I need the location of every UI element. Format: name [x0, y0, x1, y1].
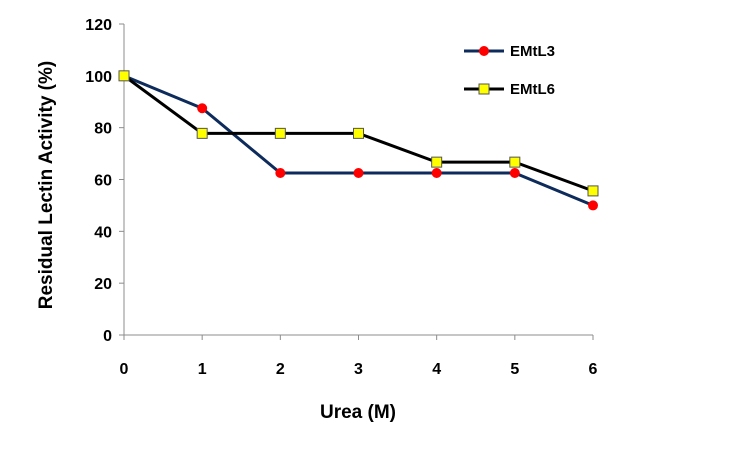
x-ticks: 0 1 2 3 4 5 6 [120, 335, 598, 378]
legend-marker-emtl6 [478, 83, 490, 95]
data-point-emtl6 [431, 156, 443, 168]
legend-label-emtl6: EMtL6 [510, 81, 555, 98]
legend-item-emtl3: EMtL3 [464, 43, 555, 60]
x-tick-label: 2 [276, 361, 285, 378]
data-point-emtl6 [353, 127, 364, 139]
data-point-emtl3 [588, 200, 598, 211]
y-ticks: 0 20 40 60 80 100 120 [85, 17, 124, 345]
axes [123, 24, 593, 336]
data-point-emtl3 [197, 103, 208, 114]
y-tick-label: 120 [85, 17, 112, 34]
x-tick-label: 3 [354, 361, 363, 378]
x-tick-label: 4 [432, 361, 441, 378]
y-tick-label: 100 [85, 69, 112, 86]
data-point-emtl6 [509, 156, 521, 168]
data-point-emtl3 [275, 168, 286, 179]
x-tick-label: 1 [198, 361, 207, 378]
data-point-emtl6 [118, 70, 130, 82]
series-layer [118, 70, 599, 211]
data-point-emtl6 [587, 185, 599, 197]
y-tick-label: 40 [94, 224, 112, 241]
data-point-emtl6 [196, 127, 208, 139]
legend-item-emtl6: EMtL6 [464, 81, 555, 98]
x-tick-label: 5 [510, 361, 519, 378]
data-point-emtl3 [353, 168, 364, 179]
y-tick-label: 80 [94, 121, 112, 138]
x-tick-label: 0 [120, 361, 129, 378]
x-axis-title: Urea (M) [320, 402, 396, 423]
y-tick-label: 20 [94, 276, 112, 293]
legend: EMtL3 EMtL6 [464, 43, 555, 98]
legend-label-emtl3: EMtL3 [510, 43, 555, 60]
data-point-emtl3 [509, 168, 520, 179]
data-point-emtl3 [431, 168, 442, 179]
x-tick-label: 6 [589, 361, 598, 378]
legend-marker-emtl3 [479, 46, 489, 56]
data-point-emtl6 [274, 127, 286, 139]
y-tick-label: 0 [103, 328, 112, 345]
y-tick-label: 60 [94, 173, 112, 190]
y-axis-title: Residual Lectin Activity (%) [36, 61, 57, 309]
